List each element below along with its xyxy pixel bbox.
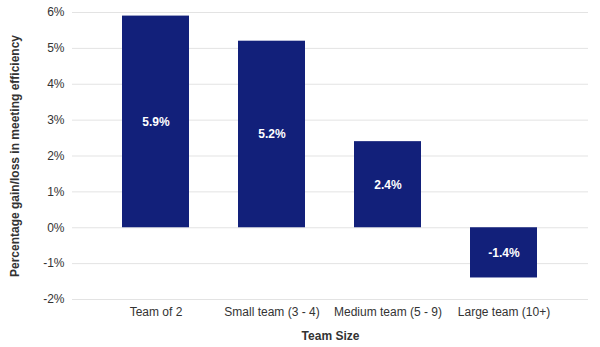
svg-text:Small team (3 - 4): Small team (3 - 4)	[224, 305, 319, 319]
svg-text:Medium team (5 - 9): Medium team (5 - 9)	[334, 305, 442, 319]
svg-text:2%: 2%	[47, 149, 65, 163]
svg-text:4%: 4%	[47, 77, 65, 91]
svg-text:5.2%: 5.2%	[258, 127, 286, 141]
svg-text:Team Size: Team Size	[302, 329, 360, 343]
svg-text:-1%: -1%	[43, 256, 65, 270]
svg-text:6%: 6%	[47, 5, 65, 19]
svg-text:Percentage gain/loss in meetin: Percentage gain/loss in meeting efficien…	[8, 35, 22, 277]
svg-text:-2%: -2%	[43, 292, 65, 306]
svg-text:5.9%: 5.9%	[142, 115, 170, 129]
svg-text:1%: 1%	[47, 185, 65, 199]
svg-text:-1.4%: -1.4%	[488, 246, 520, 260]
svg-text:5%: 5%	[47, 41, 65, 55]
svg-text:Large team (10+): Large team (10+)	[458, 305, 550, 319]
svg-text:Team of 2: Team of 2	[130, 305, 183, 319]
svg-text:2.4%: 2.4%	[374, 178, 402, 192]
svg-text:0%: 0%	[47, 221, 65, 235]
svg-text:3%: 3%	[47, 113, 65, 127]
